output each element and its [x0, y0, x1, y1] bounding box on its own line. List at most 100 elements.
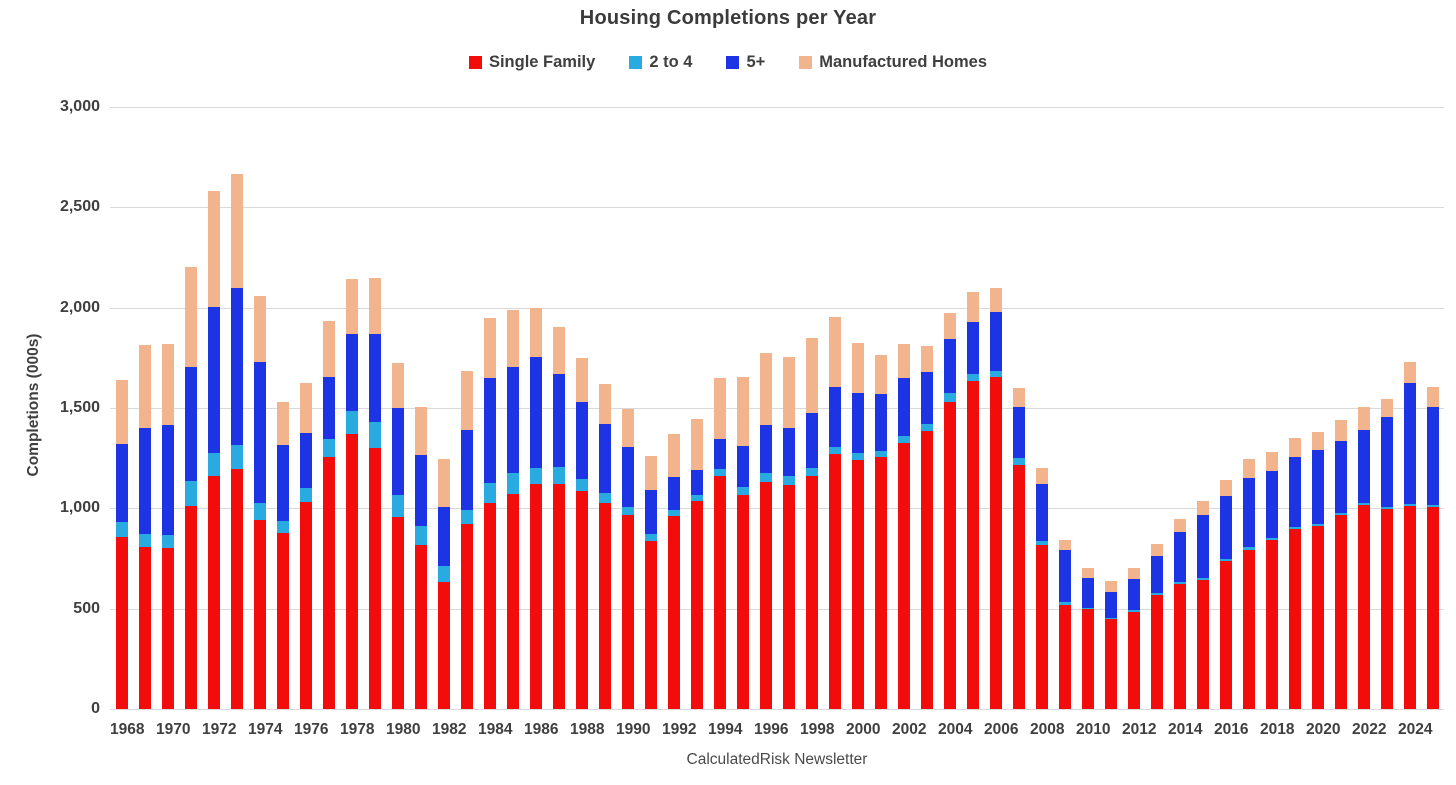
x-tick-label — [282, 719, 294, 741]
bar-segment — [1219, 558, 1232, 561]
bar-segment — [184, 266, 197, 367]
bar-segment — [138, 428, 151, 534]
bar-segment — [874, 457, 887, 709]
stacked-bar — [920, 346, 933, 709]
bar-segment — [529, 356, 542, 469]
bar-segment — [828, 317, 841, 388]
bar-segment — [1035, 541, 1048, 545]
bar-segment — [1173, 518, 1186, 532]
y-tick-label: 2,500 — [59, 198, 100, 216]
bar-segment — [1012, 464, 1025, 709]
legend-label: 2 to 4 — [649, 53, 693, 71]
bar-segment — [667, 434, 680, 477]
bar-segment — [1035, 544, 1048, 709]
bar-column-1982 — [432, 107, 455, 709]
bar-segment — [276, 533, 289, 709]
bar-segment — [1058, 549, 1071, 603]
x-tick-label: 2022 — [1352, 721, 1387, 738]
bar-segment — [1357, 502, 1370, 506]
bar-segment — [759, 352, 772, 426]
bar-segment — [253, 520, 266, 709]
bar-segment — [230, 445, 243, 469]
x-tick-label — [1386, 719, 1398, 741]
stacked-bar — [943, 313, 956, 709]
bar-segment — [989, 311, 1002, 371]
bar-segment — [874, 355, 887, 394]
x-tick-label: 2000 — [846, 721, 881, 738]
stacked-bar — [690, 418, 703, 709]
bar-segment — [782, 485, 795, 709]
bar-column-2013 — [1145, 107, 1168, 709]
legend-swatch-icon — [799, 56, 813, 69]
x-tick-label: 2014 — [1168, 721, 1203, 738]
x-tick-label: 1986 — [524, 721, 559, 738]
stacked-bar — [851, 343, 864, 709]
bar-segment — [1334, 440, 1347, 514]
bar-segment — [1242, 549, 1255, 709]
x-tick-label: 2010 — [1076, 721, 1111, 738]
stacked-bar — [391, 363, 404, 709]
bar-segment — [1426, 504, 1439, 508]
x-tick-label: 1978 — [340, 721, 375, 738]
bar-segment — [414, 544, 427, 709]
x-tick-label: 2018 — [1260, 721, 1295, 738]
x-tick-label — [742, 719, 754, 741]
x-tick-label: 1968 — [110, 721, 145, 738]
stacked-bar — [1242, 459, 1255, 709]
bar-segment — [1104, 617, 1117, 620]
bar-segment — [1127, 610, 1140, 613]
bar-segment — [1311, 524, 1324, 527]
legend-label: 5+ — [746, 53, 766, 71]
bar-segment — [713, 377, 726, 439]
x-tick-label: 1996 — [754, 721, 789, 738]
bar-column-1992 — [662, 107, 685, 709]
bar-segment — [483, 377, 496, 483]
bar-column-1969 — [133, 107, 156, 709]
bar-segment — [897, 344, 910, 379]
bar-segment — [552, 327, 565, 375]
bar-segment — [345, 278, 358, 335]
stacked-bar — [414, 406, 427, 709]
bar-segment — [1311, 526, 1324, 709]
bar-segment — [161, 535, 174, 549]
x-tick-label — [696, 719, 708, 741]
stacked-bar — [874, 355, 887, 709]
bar-segment — [138, 533, 151, 547]
bar-segment — [1403, 382, 1416, 504]
bar-column-2011 — [1099, 107, 1122, 709]
bar-column-1988 — [570, 107, 593, 709]
legend-label: Single Family — [488, 53, 596, 71]
bar-segment — [437, 458, 450, 508]
bar-segment — [1219, 496, 1232, 559]
bar-segment — [759, 482, 772, 709]
bar-segment — [391, 517, 404, 709]
bar-column-1998 — [800, 107, 823, 709]
bar-segment — [1058, 602, 1071, 605]
x-tick-label — [144, 719, 156, 741]
x-tick-label: 2008 — [1030, 721, 1065, 738]
x-tick-label — [926, 719, 938, 741]
bar-segment — [1081, 578, 1094, 608]
bar-segment — [736, 495, 749, 709]
bar-segment — [345, 410, 358, 435]
bar-segment — [529, 307, 542, 357]
bar-segment — [1242, 477, 1255, 548]
bar-column-2019 — [1283, 107, 1306, 709]
bar-column-2024 — [1398, 107, 1421, 709]
x-tick-label — [466, 719, 478, 741]
bar-column-1999 — [823, 107, 846, 709]
stacked-bar — [1081, 568, 1094, 709]
bar-segment — [989, 288, 1002, 312]
y-tick-label: 3,000 — [59, 98, 100, 115]
bar-segment — [230, 468, 243, 709]
bar-column-1991 — [639, 107, 662, 709]
stacked-bar — [322, 320, 335, 709]
bar-column-2000 — [846, 107, 869, 709]
stacked-bar — [736, 377, 749, 709]
bar-column-1990 — [616, 107, 639, 709]
bar-segment — [368, 447, 381, 709]
stacked-bar — [506, 310, 519, 709]
bar-segment — [598, 383, 611, 424]
stacked-bar — [184, 266, 197, 709]
stacked-bar — [1265, 451, 1278, 709]
